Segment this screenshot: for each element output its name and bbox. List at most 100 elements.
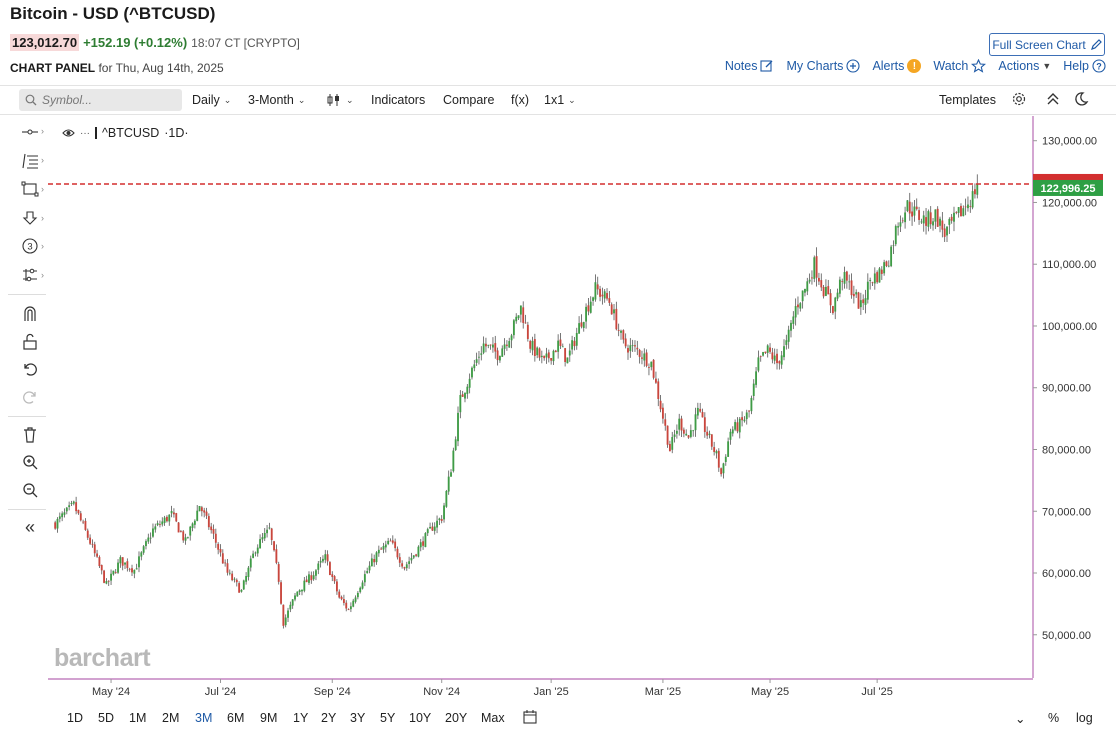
range-button-20y[interactable]: 20Y <box>445 711 468 725</box>
candle-body <box>100 565 103 571</box>
candle-body <box>377 549 380 554</box>
candle-body <box>857 292 860 309</box>
compare-button[interactable]: Compare <box>443 93 494 107</box>
chart-canvas[interactable]: 50,000.00 60,000.00 70,000.00 80,000.00 90,0… <box>48 116 1116 706</box>
undo-button[interactable] <box>18 358 42 380</box>
candle-body <box>622 330 625 340</box>
indicators-button[interactable]: Indicators <box>371 93 425 107</box>
interval-dropdown[interactable]: Daily ⌄ <box>192 93 231 107</box>
arrow-tool-button[interactable] <box>18 207 42 229</box>
fib-tool-button[interactable] <box>18 150 42 172</box>
counter-tool-button[interactable]: 3 <box>18 235 42 257</box>
help-link[interactable]: Help ? <box>1063 59 1106 73</box>
collapse-sidebar-button[interactable]: « <box>18 516 42 538</box>
more-options-icon[interactable]: ··· <box>80 127 90 139</box>
range-button-3y[interactable]: 3Y <box>350 711 366 725</box>
candle-body <box>443 505 445 520</box>
candle-body <box>529 340 532 349</box>
candle-body <box>759 356 762 357</box>
settings-button[interactable] <box>1011 91 1027 107</box>
candle-body <box>177 522 180 533</box>
range-button-1d[interactable]: 1D <box>67 711 83 725</box>
price-chart[interactable]: 50,000.00 60,000.00 70,000.00 80,000.00 90,0… <box>48 116 1116 706</box>
candle-body <box>191 523 194 528</box>
full-screen-chart-button[interactable]: Full Screen Chart <box>989 33 1105 56</box>
candle-body <box>920 221 923 223</box>
candle-body <box>480 353 483 355</box>
range-button-1y[interactable]: 1Y <box>293 711 309 725</box>
candle-body <box>899 222 902 227</box>
redo-button[interactable] <box>18 386 42 408</box>
candle-body <box>580 322 583 327</box>
fibonacci-icon <box>22 153 38 169</box>
range-button-1m[interactable]: 1M <box>129 711 147 725</box>
percent-scale-button[interactable]: % <box>1048 711 1060 725</box>
magnet-button[interactable] <box>18 302 42 324</box>
dark-mode-toggle[interactable] <box>1073 91 1089 107</box>
zoom-out-button[interactable] <box>18 479 42 501</box>
help-circle-icon: ? <box>1092 59 1106 73</box>
candle-body <box>897 226 900 228</box>
candle-body <box>370 558 373 567</box>
actions-menu[interactable]: Actions ▼ <box>998 59 1051 73</box>
candle-body <box>734 422 737 430</box>
chevron-right-icon: › <box>41 241 44 251</box>
candle-body <box>277 564 280 582</box>
eye-icon[interactable] <box>62 128 75 138</box>
candle-body <box>433 526 436 531</box>
candle-body <box>696 407 699 416</box>
symbol-search-input[interactable]: Symbol... <box>19 89 182 111</box>
candle-body <box>89 537 92 544</box>
candle-body <box>310 575 313 581</box>
range-button-max[interactable]: Max <box>481 711 505 725</box>
layout-dropdown[interactable]: 1x1 ⌄ <box>544 93 576 107</box>
range-button-2m[interactable]: 2M <box>162 711 180 725</box>
help-label: Help <box>1063 59 1089 73</box>
delete-drawings-button[interactable] <box>18 423 42 445</box>
range-button-5y[interactable]: 5Y <box>380 711 396 725</box>
double-chevron-down-icon[interactable]: ⌄ <box>1015 712 1026 726</box>
time-tick-label: Sep '24 <box>314 686 351 698</box>
chart-type-dropdown[interactable]: ⌄ <box>326 93 354 107</box>
log-scale-button[interactable]: log <box>1076 711 1093 725</box>
candle-body <box>445 490 448 507</box>
alerts-link[interactable]: Alerts ! <box>872 59 922 73</box>
candle-body <box>571 340 574 350</box>
templates-button[interactable]: Templates <box>939 93 996 107</box>
indicators-label: Indicators <box>371 93 426 107</box>
candle-body <box>694 414 697 431</box>
my-charts-link[interactable]: My Charts <box>786 59 860 73</box>
range-button-9m[interactable]: 9M <box>260 711 278 725</box>
legend-interval: ·1D· <box>164 126 189 140</box>
candle-body <box>326 554 329 562</box>
candle-body <box>210 526 213 531</box>
chart-legend[interactable]: ··· ^BTCUSD ·1D· <box>62 126 189 140</box>
calendar-icon[interactable] <box>523 709 537 727</box>
range-button-5d[interactable]: 5D <box>98 711 114 725</box>
candle-body <box>322 558 324 562</box>
candle-body <box>512 320 515 336</box>
range-button-3m[interactable]: 3M <box>195 711 213 725</box>
range-button-10y[interactable]: 10Y <box>409 711 432 725</box>
range-button-6m[interactable]: 6M <box>227 711 245 725</box>
zoom-in-button[interactable] <box>18 451 42 473</box>
candle-body <box>668 443 671 452</box>
candle-body <box>531 340 534 351</box>
function-button[interactable]: f(x) <box>511 93 529 107</box>
notes-link[interactable]: Notes <box>725 59 775 73</box>
collapse-button[interactable] <box>1046 91 1060 107</box>
line-tool-button[interactable] <box>18 121 42 143</box>
candle-body <box>471 367 473 378</box>
range-button-2y[interactable]: 2Y <box>321 711 337 725</box>
candle-body <box>410 557 413 561</box>
candle-body <box>168 514 171 522</box>
candle-body <box>419 542 422 548</box>
shape-tool-button[interactable] <box>18 178 42 200</box>
candle-body <box>124 562 126 565</box>
period-dropdown[interactable]: 3-Month ⌄ <box>248 93 305 107</box>
measure-tool-button[interactable] <box>18 264 42 286</box>
watch-link[interactable]: Watch <box>933 59 987 73</box>
lock-button[interactable] <box>18 330 42 352</box>
candle-body <box>468 378 471 388</box>
candle-body <box>855 292 858 295</box>
